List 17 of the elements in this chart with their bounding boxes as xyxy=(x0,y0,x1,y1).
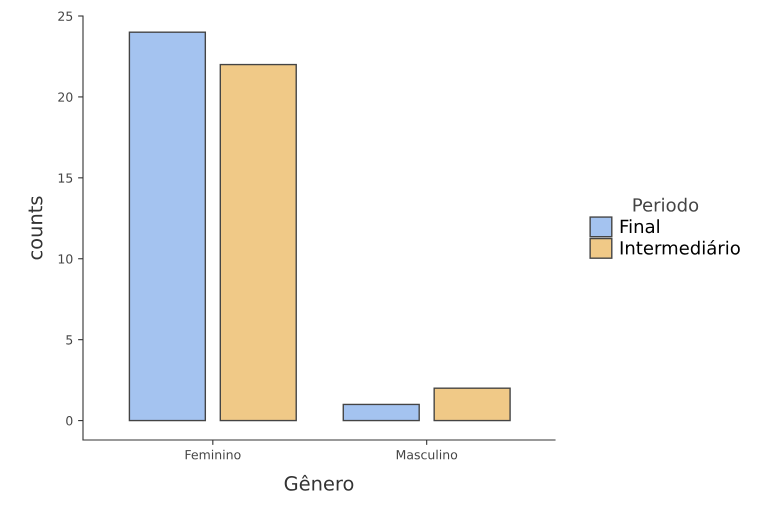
bar xyxy=(220,64,297,422)
x-tick-label: Masculino xyxy=(396,450,458,460)
x-axis-title: Gênero xyxy=(284,474,354,491)
bar xyxy=(342,404,420,422)
y-tick-label: 5 xyxy=(66,335,72,345)
y-tick-label: 20 xyxy=(58,92,72,102)
y-tick-label: 25 xyxy=(58,11,72,21)
y-tick-label: 15 xyxy=(58,173,72,183)
x-tick-label: Feminino xyxy=(186,450,241,460)
legend-label: Intermediário xyxy=(620,240,740,255)
y-tick-label: 10 xyxy=(58,254,72,264)
y-tick-label: 0 xyxy=(66,416,72,426)
legend-label: Final xyxy=(620,219,659,234)
bar xyxy=(433,388,511,422)
bar xyxy=(128,31,206,422)
y-axis-title: counts xyxy=(28,196,42,260)
legend-title: Periodo xyxy=(634,198,698,212)
